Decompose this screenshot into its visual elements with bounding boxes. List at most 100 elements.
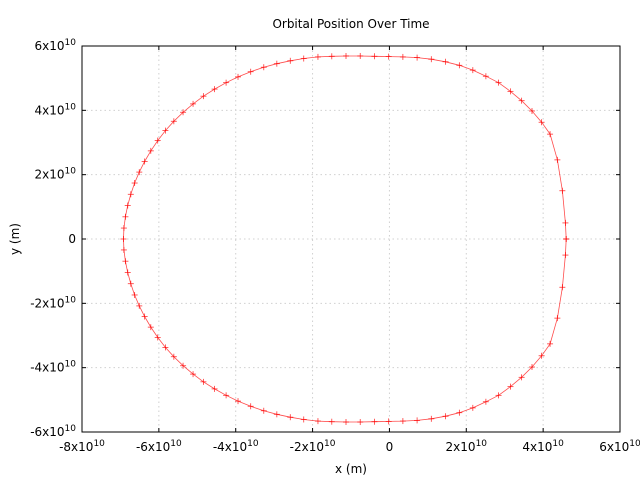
y-tick-label: -4x1010 (30, 360, 76, 375)
orbit-point-marker (180, 362, 187, 369)
orbit-point-marker (428, 56, 435, 63)
orbit-point-marker (235, 73, 242, 80)
orbit-point-marker (528, 107, 535, 114)
x-tick-label: 2x1010 (446, 439, 488, 454)
x-tick-label: -4x1010 (213, 439, 259, 454)
plot-frame (81, 45, 621, 433)
orbit-point-marker (343, 52, 350, 59)
orbit-point-marker (162, 127, 169, 134)
orbit-point-marker (328, 53, 335, 60)
orbit-point-marker (357, 52, 364, 59)
orbit-point-marker (180, 109, 187, 116)
orbit-point-marker (147, 147, 154, 154)
orbit-point-marker (131, 291, 138, 298)
x-tick-label: -6x1010 (136, 439, 182, 454)
y-tick-labels: 6x1010 4x1010 2x1010 0 -2x1010 -4x1010 -6x1010 (30, 38, 76, 439)
orbit-point-marker (563, 236, 570, 242)
orbit-point-marker (469, 404, 476, 411)
orbit-point-marker (300, 55, 307, 62)
orbit-point-marker (414, 417, 421, 424)
orbit-point-marker (162, 344, 169, 351)
orbit-point-marker (371, 53, 378, 60)
orbit-point-marker (124, 269, 131, 276)
orbit-point-marker (170, 353, 177, 360)
orbit-point-marker (442, 413, 449, 420)
orbit-point-marker (287, 414, 294, 421)
orbit-point-marker (528, 364, 535, 371)
orbit-point-marker (562, 219, 569, 226)
orbit-point-marker (223, 392, 230, 399)
orbit-point-marker (328, 418, 335, 425)
orbit-point-marker (495, 79, 502, 86)
x-tick-label: -8x1010 (59, 439, 105, 454)
orbit-point-marker (200, 378, 207, 385)
orbit-point-marker (287, 57, 294, 64)
grid-lines (82, 46, 620, 432)
orbit-point-marker (507, 383, 514, 390)
orbit-point-marker (235, 398, 242, 405)
y-tick-label: 4x1010 (35, 102, 77, 117)
orbit-point-marker (273, 411, 280, 418)
orbit-point-marker (260, 64, 267, 71)
orbit-point-marker (456, 62, 463, 69)
x-tick-label: 4x1010 (522, 439, 564, 454)
orbit-point-marker (136, 169, 143, 176)
orbit-point-marker (371, 418, 378, 425)
orbit-point-marker (211, 86, 218, 93)
orbit-point-marker (190, 100, 197, 107)
plot-area (120, 52, 570, 426)
orbit-point-marker (547, 340, 554, 347)
orbit-point-marker (247, 403, 254, 410)
orbit-point-marker (260, 407, 267, 414)
orbit-point-marker (518, 374, 525, 381)
y-tick-label: 6x1010 (35, 38, 77, 53)
axis-ticks (81, 45, 621, 433)
orbit-point-marker (154, 334, 161, 341)
orbit-point-marker (141, 158, 148, 165)
orbit-point-marker (482, 73, 489, 80)
orbit-point-marker (122, 213, 129, 220)
orbit-point-marker (122, 258, 129, 265)
orbit-point-marker (136, 302, 143, 309)
orbit-point-marker (247, 68, 254, 75)
y-tick-label: 2x1010 (35, 167, 77, 182)
orbit-point-marker (554, 315, 561, 322)
orbit-point-marker (442, 58, 449, 65)
y-axis-label: y (m) (8, 223, 22, 255)
x-tick-label: 6x1010 (599, 439, 640, 454)
orbit-point-marker (414, 54, 421, 61)
orbit-point-marker (127, 191, 134, 198)
orbit-point-marker (482, 398, 489, 405)
orbit-point-marker (127, 280, 134, 287)
x-tick-labels: -8x1010 -6x1010 -4x1010 -2x1010 0 2x1010 4x101… (59, 439, 640, 454)
orbit-point-marker (399, 53, 406, 60)
orbit-path-line (123, 55, 567, 423)
orbit-point-marker (538, 119, 545, 126)
orbit-point-marker (469, 67, 476, 74)
orbit-point-marker (211, 385, 218, 392)
orbit-point-marker (190, 371, 197, 378)
y-tick-label: -2x1010 (30, 295, 76, 310)
chart-title: Orbital Position Over Time (272, 17, 429, 31)
orbit-point-marker (343, 419, 350, 426)
orbit-point-marker (385, 418, 392, 425)
orbit-point-marker (131, 180, 138, 187)
orbit-point-marker (141, 313, 148, 320)
orbit-point-marker (200, 93, 207, 100)
orbit-point-marker (300, 416, 307, 423)
orbit-point-marker (170, 118, 177, 125)
orbit-point-marker (147, 324, 154, 331)
orbit-point-marker (428, 415, 435, 422)
orbit-point-marker (547, 131, 554, 138)
orbit-point-marker (538, 352, 545, 359)
orbit-point-marker (223, 79, 230, 86)
orbit-point-marker (124, 202, 131, 209)
orbit-point-marker (495, 392, 502, 399)
orbit-point-marker (559, 284, 566, 291)
orbit-point-marker (120, 246, 127, 253)
orbit-point-marker (385, 53, 392, 60)
orbit-point-marker (273, 60, 280, 67)
orbit-point-marker (456, 409, 463, 416)
x-tick-label: 0 (386, 440, 394, 454)
